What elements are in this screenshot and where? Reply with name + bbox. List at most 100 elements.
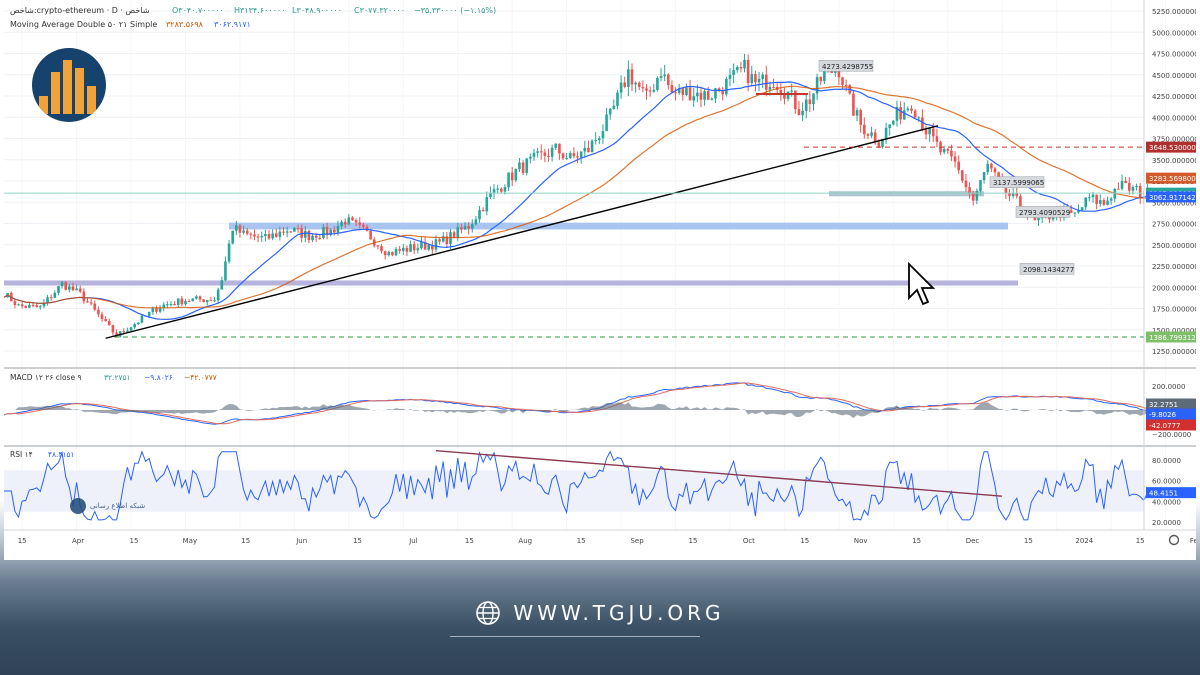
candle-bullish [870, 132, 873, 136]
candle-bearish [993, 168, 997, 173]
candle-bullish [129, 327, 133, 331]
candle-bullish [514, 168, 518, 181]
candle-bearish [1008, 193, 1011, 197]
ohlc-high: H۳۱۳۴.۶۰۰۰۰۰ [234, 6, 286, 15]
candle-bearish [1117, 188, 1120, 190]
candle-bullish [485, 197, 489, 212]
candle-bullish [823, 69, 826, 82]
candle-bullish [714, 88, 717, 99]
time-tick-label: 15 [689, 537, 698, 545]
footer-divider [450, 636, 700, 637]
candle-bearish [899, 107, 902, 120]
candle-bullish [928, 128, 931, 135]
price-tick-label: 5000.000000 [1152, 29, 1196, 37]
candle-bullish [39, 306, 42, 308]
candle-bullish [1088, 197, 1091, 199]
annotations: 4273.4298755 3137.5999065 2793.4090529 2098… [4, 60, 1144, 339]
candle-bearish [431, 245, 434, 250]
watermark-logo-icon [70, 498, 86, 514]
candle-bullish [220, 280, 224, 290]
candle-bearish [78, 288, 82, 292]
rsi-band [4, 470, 1144, 512]
settings-gear-icon[interactable] [1168, 534, 1180, 546]
candle-bearish [510, 172, 514, 181]
candle-bearish [844, 84, 848, 86]
candle-bearish [623, 82, 627, 87]
candle-bullish [1084, 197, 1088, 208]
candle-bearish [104, 319, 107, 322]
macd-histogram [4, 402, 1148, 419]
candle-bearish [289, 231, 293, 233]
candle-bullish [311, 235, 314, 241]
candle-bullish [489, 192, 492, 198]
candle-bearish [688, 87, 692, 101]
candle-bullish [884, 127, 888, 139]
ma-value-2: ۳۰۶۲.۹۱۷۱ [214, 20, 251, 29]
candle-bearish [325, 226, 329, 236]
candle-bearish [1004, 182, 1008, 194]
candle-bearish [267, 233, 271, 239]
candle-bearish [630, 69, 634, 85]
candle-bullish [1073, 212, 1077, 214]
candle-bearish [648, 90, 652, 92]
candle-bearish [1138, 185, 1142, 198]
candle-bearish [910, 108, 913, 111]
candle-bullish [1120, 180, 1124, 189]
candle-bullish [336, 226, 340, 233]
candle-bearish [481, 209, 485, 212]
candle-bearish [808, 99, 812, 104]
candle-bullish [1077, 210, 1080, 213]
macd-title: MACD ۱۲ ۲۶ close ۹ [10, 373, 81, 382]
callout-2793-box [1015, 206, 1071, 218]
candle-bullish [387, 252, 391, 256]
candle-bearish [245, 230, 249, 234]
candle-bearish [863, 124, 866, 135]
moving-averages [3, 81, 1148, 320]
rsi-tick-label: 80.0000 [1152, 457, 1181, 465]
axes: 5250.000000 5000.000000 4750.000000 4500.00… [4, 0, 1200, 545]
ma-value-1: ۳۲۸۳.۵۶۹۸ [166, 20, 203, 29]
candle-bullish [892, 120, 895, 125]
candle-bullish [685, 87, 688, 95]
candle-bearish [155, 308, 158, 312]
candle-bullish [735, 67, 739, 71]
candle-bullish [42, 302, 46, 307]
candle-bullish [166, 304, 169, 306]
ma-indicator-label[interactable]: Moving Average Double ۵۰ ۲۱ Simple [10, 20, 158, 29]
candle-bullish [677, 88, 681, 93]
candle-bullish [224, 261, 227, 281]
candle-bullish [151, 308, 155, 312]
candle-bearish [274, 233, 278, 237]
footer-website[interactable]: WWW.TGJU.ORG [513, 601, 725, 625]
candle-bullish [757, 78, 761, 83]
candle-bullish [656, 77, 659, 90]
time-tick-label: 15 [800, 537, 809, 545]
candle-bullish [975, 190, 979, 201]
candle-bearish [587, 147, 590, 153]
candle-bearish [358, 222, 362, 225]
candle-bullish [28, 304, 31, 308]
candle-bearish [968, 187, 971, 194]
time-tick-label: Aug [518, 537, 532, 545]
candle-bullish [696, 92, 699, 97]
candle-bullish [456, 227, 460, 239]
badge-3648-box [1146, 141, 1196, 153]
price-tick-label: 5250.000000 [1152, 8, 1196, 16]
candle-bullish [590, 140, 594, 153]
mouse-cursor-icon [908, 261, 936, 306]
rsi-tick-label: 60.0000 [1152, 478, 1181, 486]
candle-bullish [227, 243, 231, 262]
candle-bearish [961, 170, 964, 181]
candle-bullish [162, 304, 166, 308]
candle-bullish [46, 297, 49, 303]
candle-bearish [931, 128, 935, 137]
candle-bullish [801, 110, 804, 116]
candle-bearish [637, 82, 641, 87]
time-tick-label: 15 [912, 537, 921, 545]
candle-bullish [619, 82, 623, 93]
candle-bearish [946, 149, 950, 151]
candle-bearish [187, 301, 191, 303]
candle-bearish [198, 296, 202, 300]
candle-bullish [394, 249, 398, 256]
badge-1386: 1386.7993128 [1149, 334, 1196, 342]
